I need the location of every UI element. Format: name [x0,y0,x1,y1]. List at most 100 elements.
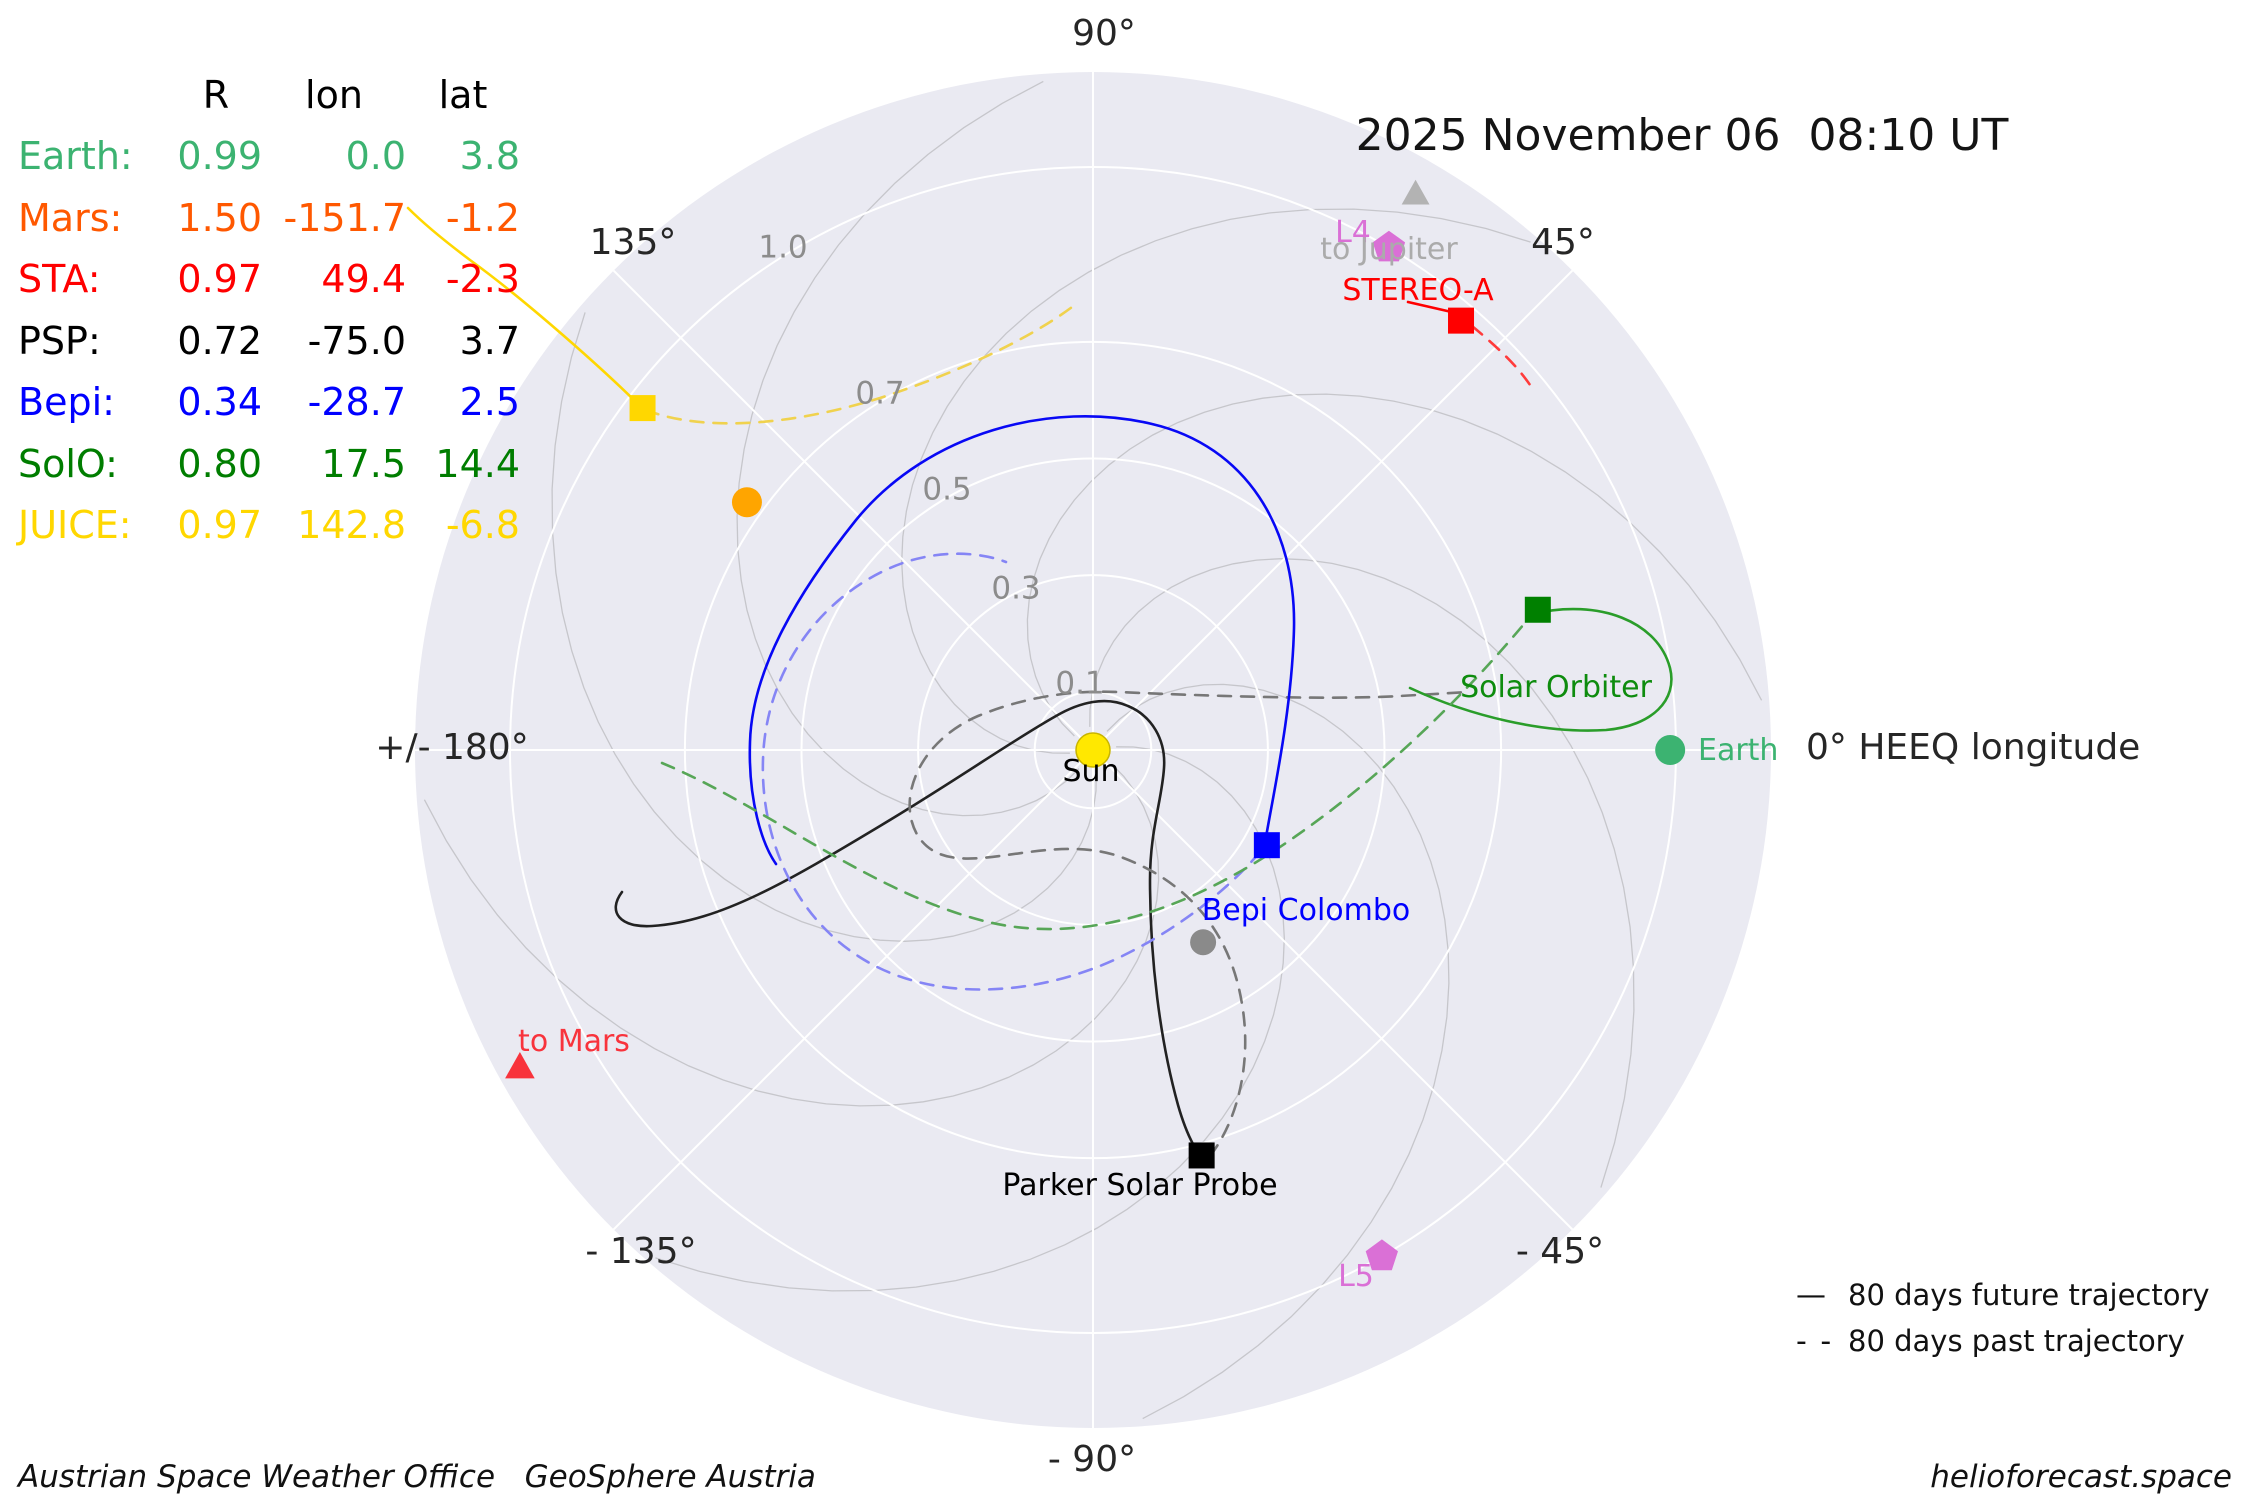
header-lat: lat [438,72,488,117]
table-row-earth: Earth: 0.99 0.0 3.8 [18,126,520,188]
grid-ring-0.7 [683,340,1503,1160]
psp-past-trajectory [908,690,1470,1158]
solo-future-trajectory [1408,607,1673,732]
solar-orbiter-marker [1524,596,1551,623]
venus-marker [731,487,762,518]
table-row-juice: JUICE: 0.97 142.8 -6.8 [18,495,520,557]
row-r: 0.99 [177,134,262,179]
row-lat: -2.3 [445,257,520,302]
parker-spiral [901,208,1531,754]
l4-label: L4 [1335,215,1371,250]
header-r: R [202,72,230,117]
footer-organization: Austrian Space Weather Office GeoSphere … [18,1459,816,1495]
row-name: PSP: [18,318,101,363]
table-row-solo: SolO: 0.80 17.5 14.4 [18,433,520,495]
trajectory-legend: — 80 days future trajectory - - 80 days … [1796,1272,2210,1364]
row-lat: 3.8 [459,134,520,179]
footer-website: helioforecast.space [1930,1459,2232,1495]
row-lon: -151.7 [283,195,407,240]
row-r: 0.34 [177,380,262,425]
legend-past-label: 80 days past trajectory [1848,1324,2185,1358]
header-lon: lon [305,72,363,117]
l5-marker [1365,1239,1398,1271]
l4-marker [1372,230,1406,262]
table-row-bepi: Bepi: 0.34 -28.7 2.5 [18,372,520,434]
parker-spiral [655,746,1285,1292]
theta-tick-neg135: - 135° [585,1231,697,1272]
grid-spoke [1092,749,1574,1231]
row-r: 1.50 [177,195,262,240]
r-tick-0-3: 0.3 [991,570,1041,607]
legend-row-future: — 80 days future trajectory [1796,1272,2210,1318]
legend-future-label: 80 days future trajectory [1848,1278,2210,1312]
row-lon: 0.0 [345,134,406,179]
theta-tick-neg90: - 90° [1047,1439,1137,1480]
sta-past-trajectory [1470,324,1534,390]
position-table: R lon lat Earth: 0.99 0.0 3.8 Mars: 1.50… [18,64,520,556]
theta-tick-180: +/- 180° [375,727,529,768]
row-lon: 49.4 [321,257,406,302]
theta-tick-45: 45° [1531,222,1595,263]
grid-spoke [612,749,1094,1231]
position-table-header: R lon lat [18,64,520,126]
plot-date-title: 2025 November 06 08:10 UT [1355,110,2009,161]
parker-spiral [551,312,1097,942]
to-jupiter-label: to Jupiter [1320,232,1458,267]
parker-spiral [423,763,1160,1107]
table-row-mars: Mars: 1.50 -151.7 -1.2 [18,187,520,249]
grid-spoke [1092,269,1574,751]
to-mars-marker [505,1051,535,1079]
row-lat: 3.7 [459,318,520,363]
parker-spiral [1026,393,1763,737]
bepi-colombo-marker [1253,832,1280,859]
stereo-a-label: STEREO-A [1342,273,1494,308]
parker-spiral [1106,683,1450,1420]
solar-orbiter-label: Solar Orbiter [1460,670,1652,705]
l5-label: L5 [1338,1259,1374,1294]
row-lon: -28.7 [307,380,406,425]
sta-future-trajectory [1406,300,1458,315]
row-name: STA: [18,257,101,302]
sun-label: Sun [1062,754,1120,789]
juice-marker [629,395,656,422]
row-name: Mars: [18,195,123,240]
heeq-longitude-axis-label: 0° HEEQ longitude [1806,727,2141,768]
legend-row-past: - - 80 days past trajectory [1796,1318,2210,1364]
solo-past-trajectory [660,622,1526,931]
juice-future-trajectory [406,206,642,408]
parker-spiral [1089,558,1635,1188]
row-lat: -1.2 [445,195,520,240]
bepi-past-trajectory [761,552,1262,991]
row-r: 0.80 [177,441,262,486]
row-lon: -75.0 [307,318,406,363]
psp-future-trajectory [614,699,1204,1160]
row-name: SolO: [18,441,118,486]
stereo-a-marker [1448,307,1475,334]
row-lon: 17.5 [321,441,406,486]
to-jupiter-marker [1401,179,1430,205]
bepi-colombo-label: Bepi Colombo [1201,893,1411,928]
dashed-line-swatch: - - [1796,1323,1834,1359]
table-row-sta: STA: 0.97 49.4 -2.3 [18,249,520,311]
row-lat: 2.5 [459,380,520,425]
juice-past-trajectory [644,302,1078,425]
row-name: Earth: [18,134,133,179]
row-r: 0.97 [177,257,262,302]
r-tick-0-5: 0.5 [922,471,972,508]
earth-label: Earth [1698,733,1779,768]
theta-tick-neg45: - 45° [1515,1231,1605,1272]
to-mars-label: to Mars [518,1024,630,1059]
table-row-psp: PSP: 0.72 -75.0 3.7 [18,310,520,372]
r-tick-1-0: 1.0 [758,229,808,266]
parker-solar-probe-label: Parker Solar Probe [1002,1168,1278,1203]
row-lat: -6.8 [445,503,520,548]
sun-marker [1075,732,1111,768]
bepi-future-trajectory [748,414,1296,866]
earth-marker [1655,735,1686,765]
r-tick-0-7: 0.7 [855,375,905,412]
grid-ring-0.5 [800,457,1386,1043]
theta-tick-135: 135° [589,222,677,263]
row-name: Bepi: [18,380,115,425]
